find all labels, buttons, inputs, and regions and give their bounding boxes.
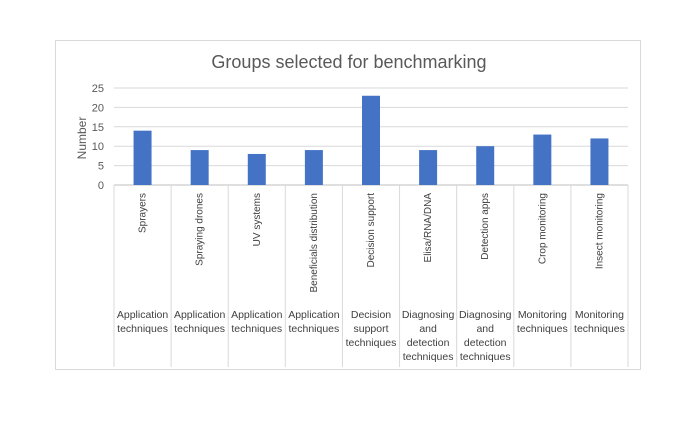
group-label-line: and [419, 323, 437, 335]
group-label-line: support [353, 323, 388, 335]
category-separators [113, 185, 629, 367]
category-labels: Sprayers Spraying drones UV systems Benefic… [138, 193, 606, 293]
bar [362, 95, 380, 185]
group-label-line: techniques [117, 323, 168, 335]
group-label-line: detection [464, 337, 507, 349]
category-label: Decision support [366, 193, 377, 268]
y-axis-title: Number [75, 117, 89, 160]
bars [133, 95, 609, 185]
group-label: Monitoring techniques [574, 309, 625, 335]
group-label-line: techniques [574, 323, 625, 335]
category-label: Insect monitoring [594, 193, 605, 269]
category-label: Spraying drones [195, 193, 206, 266]
category-label: Crop monitoring [537, 193, 548, 264]
group-labels: Application techniques Application techniqu… [117, 309, 625, 363]
group-label: Decision support techniques [346, 309, 397, 349]
group-label: Application techniques [174, 309, 226, 335]
y-axis-ticks: 0 5 10 15 20 25 [92, 83, 104, 192]
group-label: Diagnosing and detection techniques [402, 309, 455, 363]
bar [247, 153, 266, 185]
group-label-line: and [476, 323, 494, 335]
group-label-line: Monitoring [518, 309, 567, 321]
bar [304, 150, 323, 185]
category-label: Detection apps [480, 193, 491, 260]
group-label-line: techniques [288, 323, 339, 335]
bar [476, 146, 495, 185]
group-label-line: Diagnosing [459, 309, 512, 321]
y-tick-label: 15 [92, 122, 104, 134]
group-label: Application techniques [231, 309, 283, 335]
group-label: Application techniques [288, 309, 340, 335]
y-tick-label: 0 [98, 180, 104, 192]
bar [190, 150, 209, 185]
group-label-line: techniques [346, 337, 397, 349]
group-label-line: techniques [403, 351, 454, 363]
group-label-line: techniques [517, 323, 568, 335]
category-label: Beneficials distribution [309, 193, 320, 293]
group-label: Diagnosing and detection techniques [459, 309, 512, 363]
chart-frame: Groups selected for benchmarking Number … [55, 40, 641, 370]
chart-title: Groups selected for benchmarking [211, 52, 486, 72]
category-label: UV systems [252, 193, 263, 246]
group-label-line: techniques [231, 323, 282, 335]
group-label-line: Diagnosing [402, 309, 455, 321]
group-label-line: Application [174, 309, 226, 321]
group-label-line: Application [288, 309, 340, 321]
group-label-line: techniques [460, 351, 511, 363]
group-label-line: techniques [174, 323, 225, 335]
bar-chart: Groups selected for benchmarking Number … [75, 52, 629, 367]
group-label-line: Decision [351, 309, 391, 321]
category-label: Sprayers [138, 193, 149, 233]
y-tick-label: 10 [92, 141, 104, 153]
y-tick-label: 20 [92, 102, 104, 114]
bar [419, 150, 438, 185]
bar [133, 130, 152, 185]
category-label: Elisa/RNA/DNA [423, 193, 434, 263]
bar [590, 138, 609, 185]
group-label-line: detection [407, 337, 450, 349]
group-label-line: Application [117, 309, 169, 321]
y-tick-label: 25 [92, 83, 104, 95]
group-label-line: Application [231, 309, 283, 321]
group-label: Monitoring techniques [517, 309, 568, 335]
bar [533, 134, 552, 185]
group-label-line: Monitoring [575, 309, 624, 321]
y-tick-label: 5 [98, 161, 104, 173]
group-label: Application techniques [117, 309, 169, 335]
